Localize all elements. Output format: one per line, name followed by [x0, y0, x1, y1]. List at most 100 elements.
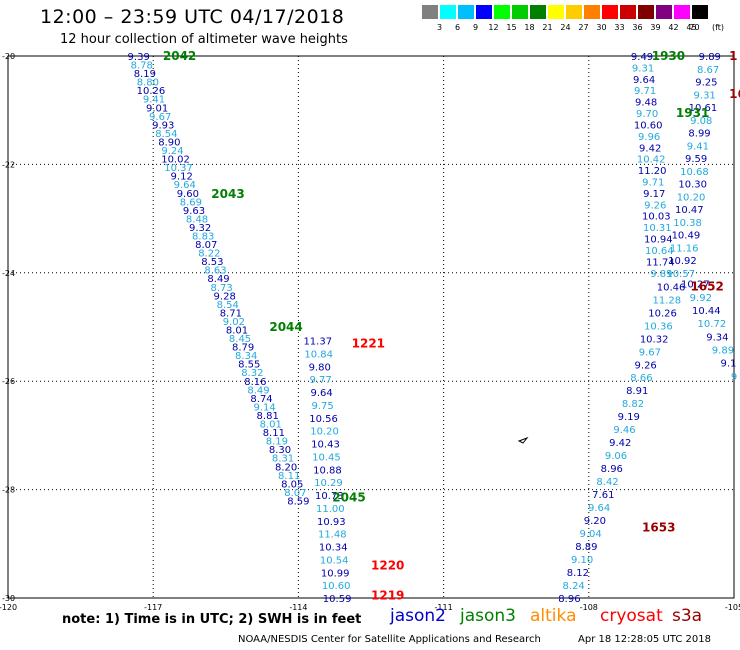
wave-height-label: 10.20 — [677, 192, 706, 203]
footer-timestamp: Apr 18 12:28:05 UTC 2018 — [578, 634, 711, 645]
lon-tick-label: -114 — [289, 603, 307, 612]
legend-label: 9 — [472, 23, 479, 32]
island-marker — [517, 436, 529, 444]
wave-height-label: 8.20 — [275, 462, 297, 473]
wave-height-label: 8.05 — [281, 479, 303, 490]
wave-height-label: 9.26 — [635, 360, 657, 371]
legend-label: 33 — [614, 23, 625, 32]
wave-height-label: 9.10 — [571, 555, 593, 566]
wave-height-label: 10.56 — [309, 414, 338, 425]
legend-swatch — [566, 5, 583, 19]
wave-height-label: 8.54 — [155, 129, 177, 140]
wave-height-label: 8.22 — [198, 249, 220, 260]
wave-height-label: 9.67 — [149, 112, 171, 123]
chart-subtitle: 12 hour collection of altimeter wave hei… — [60, 32, 348, 47]
legend-cryosat: cryosat — [600, 606, 663, 626]
legend-unit: (ft) — [712, 23, 725, 32]
wave-height-label: 9.01 — [146, 103, 168, 114]
wave-height-label: 8.74 — [250, 394, 272, 405]
wave-height-label: 9.32 — [189, 223, 211, 234]
legend-swatch — [620, 5, 637, 19]
wave-height-label: 9.19 — [618, 412, 640, 423]
wave-height-label: 9.42 — [639, 143, 661, 154]
wave-height-label: 11.74 — [646, 257, 675, 268]
wave-height-label: 9.89 — [650, 269, 672, 280]
legend-label: 36 — [632, 23, 643, 32]
wave-height-label: 9.02 — [223, 317, 245, 328]
wave-height-label: 8.19 — [134, 69, 156, 80]
wave-height-label: 10.49 — [672, 231, 701, 242]
wave-height-label: 9.34 — [706, 332, 728, 343]
wave-height-label: 10.88 — [313, 465, 342, 476]
wave-height-label: 10.44 — [692, 306, 721, 317]
legend-swatch — [638, 5, 655, 19]
wave-height-label: 9.93 — [152, 120, 174, 131]
wave-height-label: 9.26 — [644, 200, 666, 211]
lat-tick-label: -26 — [2, 377, 15, 386]
wave-height-label: 10.27 — [681, 280, 710, 291]
wave-height-label: 8.07 — [195, 240, 217, 251]
pass-time-label: 1221 — [352, 336, 385, 350]
lon-tick-label: -105 — [725, 603, 740, 612]
wave-height-label: 8.07 — [284, 488, 306, 499]
wave-height-label: 8.78 — [131, 61, 153, 72]
wave-height-label: 9.14 — [253, 402, 275, 413]
wave-height-label: 8.49 — [247, 385, 269, 396]
legend-swatch — [422, 5, 439, 19]
legend-label: 27 — [578, 23, 589, 32]
wave-height-label: 8.48 — [186, 214, 208, 225]
wave-height-label: 10.92 — [668, 256, 697, 267]
legend-altika: altika — [530, 606, 577, 626]
color-legend: 3 6 9 12 15 18 21 24 27 30 33 36 39 42 45 70 (ft) — [422, 5, 728, 35]
wave-height-label: 8.59 — [287, 496, 309, 507]
wave-height-label: 8.83 — [192, 231, 214, 242]
wave-height-label: 9.41 — [687, 141, 709, 152]
wave-height-label: 10.32 — [640, 334, 669, 345]
lat-tick-label: -28 — [2, 486, 15, 495]
legend-label: 45 — [686, 23, 697, 32]
wave-height-label: 8.24 — [563, 581, 585, 592]
wave-height-label: 11.28 — [653, 295, 682, 306]
wave-height-label: 8.66 — [630, 373, 652, 384]
wave-height-label: 8.96 — [601, 464, 623, 475]
wave-height-label: 9.31 — [694, 90, 716, 101]
wave-height-label: 9.31 — [632, 63, 654, 74]
wave-height-label: 8.32 — [241, 368, 263, 379]
wave-height-label: 9.46 — [613, 425, 635, 436]
wave-height-label: 9.71 — [634, 86, 656, 97]
wave-height-label: 10.61 — [689, 103, 718, 114]
legend-label: 24 — [560, 23, 571, 32]
legend-label: 30 — [596, 23, 607, 32]
wave-height-label: 9.59 — [685, 154, 707, 165]
legend-s3a: s3a — [672, 606, 703, 626]
wave-height-label: 10.29 — [314, 478, 343, 489]
wave-height-label: 9.28 — [214, 291, 236, 302]
wave-height-label: 9.17 — [643, 189, 665, 200]
pass-time-label: 1652 — [690, 279, 723, 293]
legend-label: 18 — [524, 23, 535, 32]
wave-height-label: 9.96 — [638, 132, 660, 143]
wave-height-label: 10.84 — [304, 349, 333, 360]
legend-swatch — [548, 5, 565, 19]
wave-height-label: 9.89 — [712, 345, 734, 356]
legend-jason3: jason3 — [460, 606, 516, 626]
lat-tick-label: -20 — [2, 52, 15, 61]
map-frame — [7, 55, 735, 599]
wave-height-label: 8.49 — [207, 274, 229, 285]
wave-height-label: 9.41 — [143, 95, 165, 106]
wave-height-label: 8.73 — [210, 283, 232, 294]
wave-height-label: 8.34 — [235, 351, 257, 362]
wave-height-label: 9.63 — [183, 206, 205, 217]
legend-swatch — [674, 5, 691, 19]
legend-swatch — [602, 5, 619, 19]
wave-height-label: 8.30 — [269, 445, 291, 456]
wave-height-label: 10.36 — [644, 321, 673, 332]
legend-swatch — [512, 5, 529, 19]
wave-height-label: 10.03 — [642, 212, 671, 223]
wave-height-label: 9.64 — [310, 388, 332, 399]
wave-height-label: 9.67 — [639, 347, 661, 358]
legend-label: 70 — [689, 23, 700, 32]
wave-height-label: 9.75 — [311, 401, 333, 412]
wave-height-label: 10.94 — [644, 235, 673, 246]
wave-height-label: 9.24 — [161, 146, 183, 157]
